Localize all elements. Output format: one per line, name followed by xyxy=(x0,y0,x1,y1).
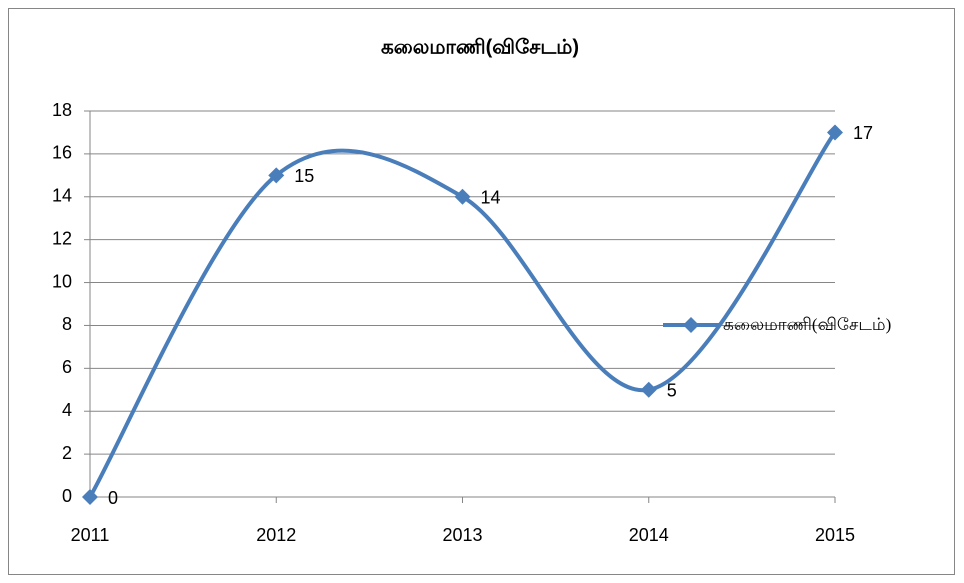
data-label: 14 xyxy=(481,188,501,208)
y-tick-label: 6 xyxy=(62,357,72,377)
data-label: 5 xyxy=(667,381,677,401)
chart-title: கலைமாணி(விசேடம்) xyxy=(381,36,579,58)
marker xyxy=(827,124,843,141)
y-tick-label: 8 xyxy=(62,314,72,334)
x-tick-label: 2011 xyxy=(71,525,110,545)
y-tick-label: 2 xyxy=(62,443,72,463)
marker xyxy=(82,489,98,505)
data-label: 17 xyxy=(853,123,873,143)
y-tick-label: 4 xyxy=(62,400,72,420)
x-tick-label: 2013 xyxy=(442,525,482,545)
y-tick-label: 16 xyxy=(52,143,72,163)
y-tick-label: 14 xyxy=(52,186,72,206)
x-tick-label: 2012 xyxy=(256,525,296,545)
marker xyxy=(454,188,471,205)
y-tick-label: 18 xyxy=(52,100,72,120)
y-tick-label: 10 xyxy=(52,271,72,291)
x-tick-label: 2014 xyxy=(629,525,669,545)
marker xyxy=(640,381,657,398)
legend-label: கலைமாணி(விசேடம்) xyxy=(723,315,891,334)
legend-marker xyxy=(683,317,699,333)
chart-border xyxy=(8,8,955,575)
y-tick-label: 0 xyxy=(62,486,72,506)
data-label: 0 xyxy=(108,488,118,508)
y-tick-label: 12 xyxy=(52,228,72,248)
marker xyxy=(268,167,285,184)
x-tick-label: 2015 xyxy=(815,525,855,545)
data-label: 15 xyxy=(294,166,314,186)
